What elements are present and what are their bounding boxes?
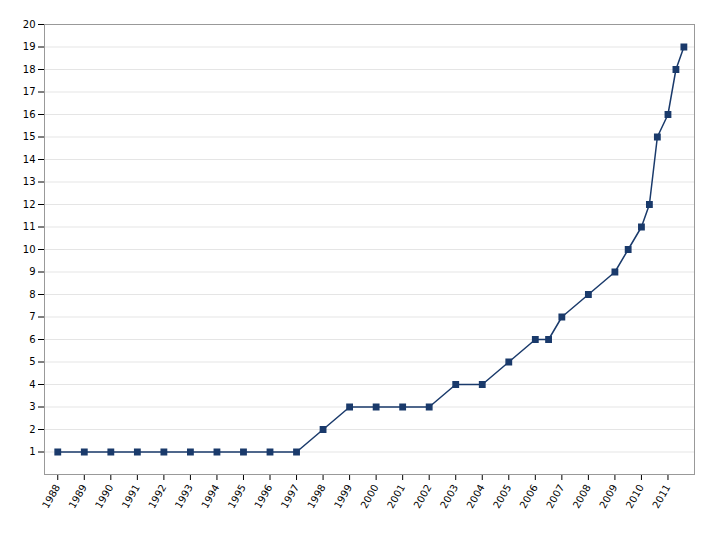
svg-text:1996: 1996	[252, 483, 274, 511]
svg-text:1999: 1999	[332, 483, 354, 511]
svg-text:2: 2	[29, 424, 35, 435]
svg-text:10: 10	[23, 244, 36, 255]
svg-text:1990: 1990	[93, 483, 115, 511]
svg-text:2002: 2002	[411, 483, 433, 511]
svg-text:1993: 1993	[173, 483, 195, 511]
svg-text:1989: 1989	[67, 483, 89, 511]
svg-text:1994: 1994	[199, 483, 221, 511]
svg-text:12: 12	[23, 199, 36, 210]
svg-text:13: 13	[23, 176, 36, 187]
svg-text:19: 19	[23, 41, 36, 52]
svg-text:9: 9	[29, 266, 35, 277]
svg-text:6: 6	[29, 334, 35, 345]
svg-text:1988: 1988	[40, 483, 62, 511]
svg-text:14: 14	[23, 154, 36, 165]
svg-text:2004: 2004	[465, 483, 487, 511]
svg-text:11: 11	[23, 221, 36, 232]
svg-text:16: 16	[23, 109, 36, 120]
svg-text:1: 1	[29, 446, 35, 457]
svg-text:5: 5	[29, 356, 35, 367]
svg-text:2007: 2007	[544, 483, 566, 511]
svg-text:1995: 1995	[226, 483, 248, 511]
svg-text:2008: 2008	[571, 483, 593, 511]
svg-text:1992: 1992	[146, 483, 168, 511]
svg-text:2011: 2011	[650, 483, 672, 511]
svg-text:2010: 2010	[624, 483, 646, 511]
svg-text:1991: 1991	[120, 483, 142, 511]
svg-text:2005: 2005	[491, 483, 513, 511]
svg-text:7: 7	[29, 311, 35, 322]
svg-text:2001: 2001	[385, 483, 407, 511]
svg-text:2000: 2000	[358, 483, 380, 511]
svg-text:8: 8	[29, 289, 35, 300]
svg-text:4: 4	[29, 379, 35, 390]
svg-text:2006: 2006	[518, 483, 540, 511]
svg-text:1997: 1997	[279, 483, 301, 511]
svg-text:15: 15	[23, 131, 36, 142]
svg-text:3: 3	[29, 401, 35, 412]
svg-text:1998: 1998	[305, 483, 327, 511]
svg-text:17: 17	[23, 86, 36, 97]
svg-text:18: 18	[23, 64, 36, 75]
svg-text:2009: 2009	[597, 483, 619, 511]
svg-text:20: 20	[23, 19, 36, 30]
svg-text:2003: 2003	[438, 483, 460, 511]
